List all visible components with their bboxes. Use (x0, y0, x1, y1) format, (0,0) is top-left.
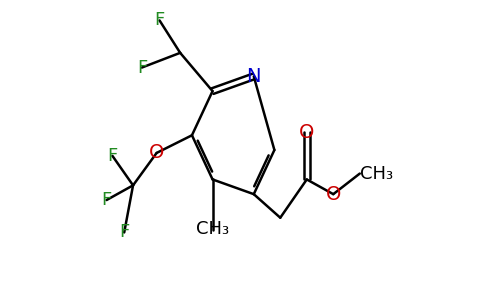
Text: F: F (154, 11, 165, 29)
Text: O: O (149, 143, 164, 162)
Text: O: O (326, 185, 341, 204)
Text: CH₃: CH₃ (196, 220, 229, 238)
Text: CH₃: CH₃ (360, 165, 393, 183)
Text: F: F (137, 58, 147, 76)
Text: O: O (299, 123, 315, 142)
Text: F: F (107, 147, 118, 165)
Text: F: F (119, 224, 129, 242)
Text: F: F (102, 191, 112, 209)
Text: N: N (246, 67, 261, 86)
